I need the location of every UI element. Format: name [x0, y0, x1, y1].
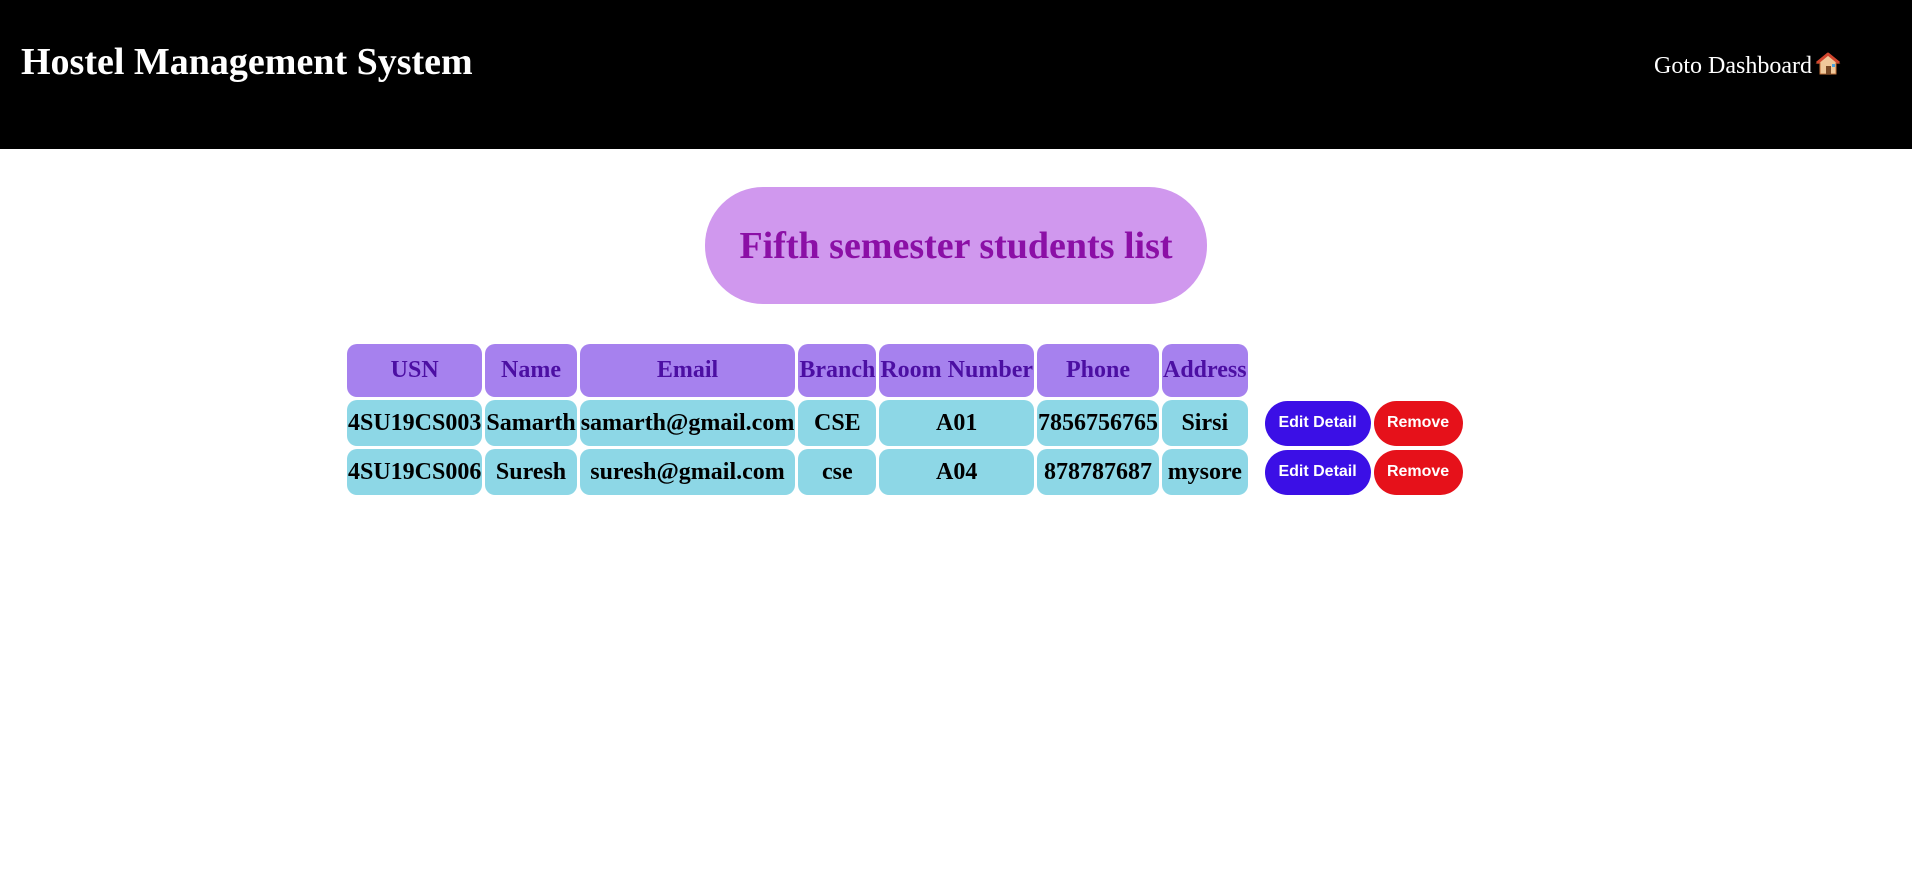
remove-button[interactable]: Remove: [1373, 449, 1463, 495]
cell-room-number: A04: [879, 449, 1034, 495]
table-header-row: USN Name Email Branch Room Number Phone …: [347, 344, 1464, 397]
page-heading: Fifth semester students list: [705, 187, 1207, 304]
house-icon: [1815, 52, 1841, 83]
top-navbar: Hostel Management System Goto Dashboard: [0, 0, 1912, 149]
goto-dashboard-link[interactable]: Goto Dashboard: [1654, 52, 1841, 83]
column-header-address: Address: [1162, 344, 1248, 397]
remove-button[interactable]: Remove: [1373, 400, 1463, 446]
app-title: Hostel Management System: [21, 41, 473, 83]
column-header-usn: USN: [347, 344, 483, 397]
dashboard-link-label: Goto Dashboard: [1654, 53, 1812, 79]
cell-address: Sirsi: [1162, 400, 1248, 446]
cell-phone: 878787687: [1037, 449, 1159, 495]
cell-name: Samarth: [485, 400, 577, 446]
row-actions: Edit Detail Remove: [1251, 449, 1464, 495]
column-header-phone: Phone: [1037, 344, 1159, 397]
column-header-name: Name: [485, 344, 577, 397]
column-header-email: Email: [579, 344, 796, 397]
cell-usn: 4SU19CS006: [347, 449, 483, 495]
cell-address: mysore: [1162, 449, 1248, 495]
table-row: 4SU19CS006 Suresh suresh@gmail.com cse A…: [347, 449, 1464, 495]
cell-email: suresh@gmail.com: [579, 449, 796, 495]
edit-detail-button[interactable]: Edit Detail: [1264, 400, 1371, 446]
cell-phone: 7856756765: [1037, 400, 1159, 446]
cell-name: Suresh: [485, 449, 577, 495]
cell-usn: 4SU19CS003: [347, 400, 483, 446]
cell-room-number: A01: [879, 400, 1034, 446]
edit-detail-button[interactable]: Edit Detail: [1264, 449, 1371, 495]
column-header-branch: Branch: [798, 344, 877, 397]
cell-email: samarth@gmail.com: [579, 400, 796, 446]
cell-branch: cse: [798, 449, 877, 495]
row-actions: Edit Detail Remove: [1251, 400, 1464, 446]
column-header-room-number: Room Number: [879, 344, 1034, 397]
cell-branch: CSE: [798, 400, 877, 446]
students-table: USN Name Email Branch Room Number Phone …: [344, 341, 1467, 498]
table-row: 4SU19CS003 Samarth samarth@gmail.com CSE…: [347, 400, 1464, 446]
